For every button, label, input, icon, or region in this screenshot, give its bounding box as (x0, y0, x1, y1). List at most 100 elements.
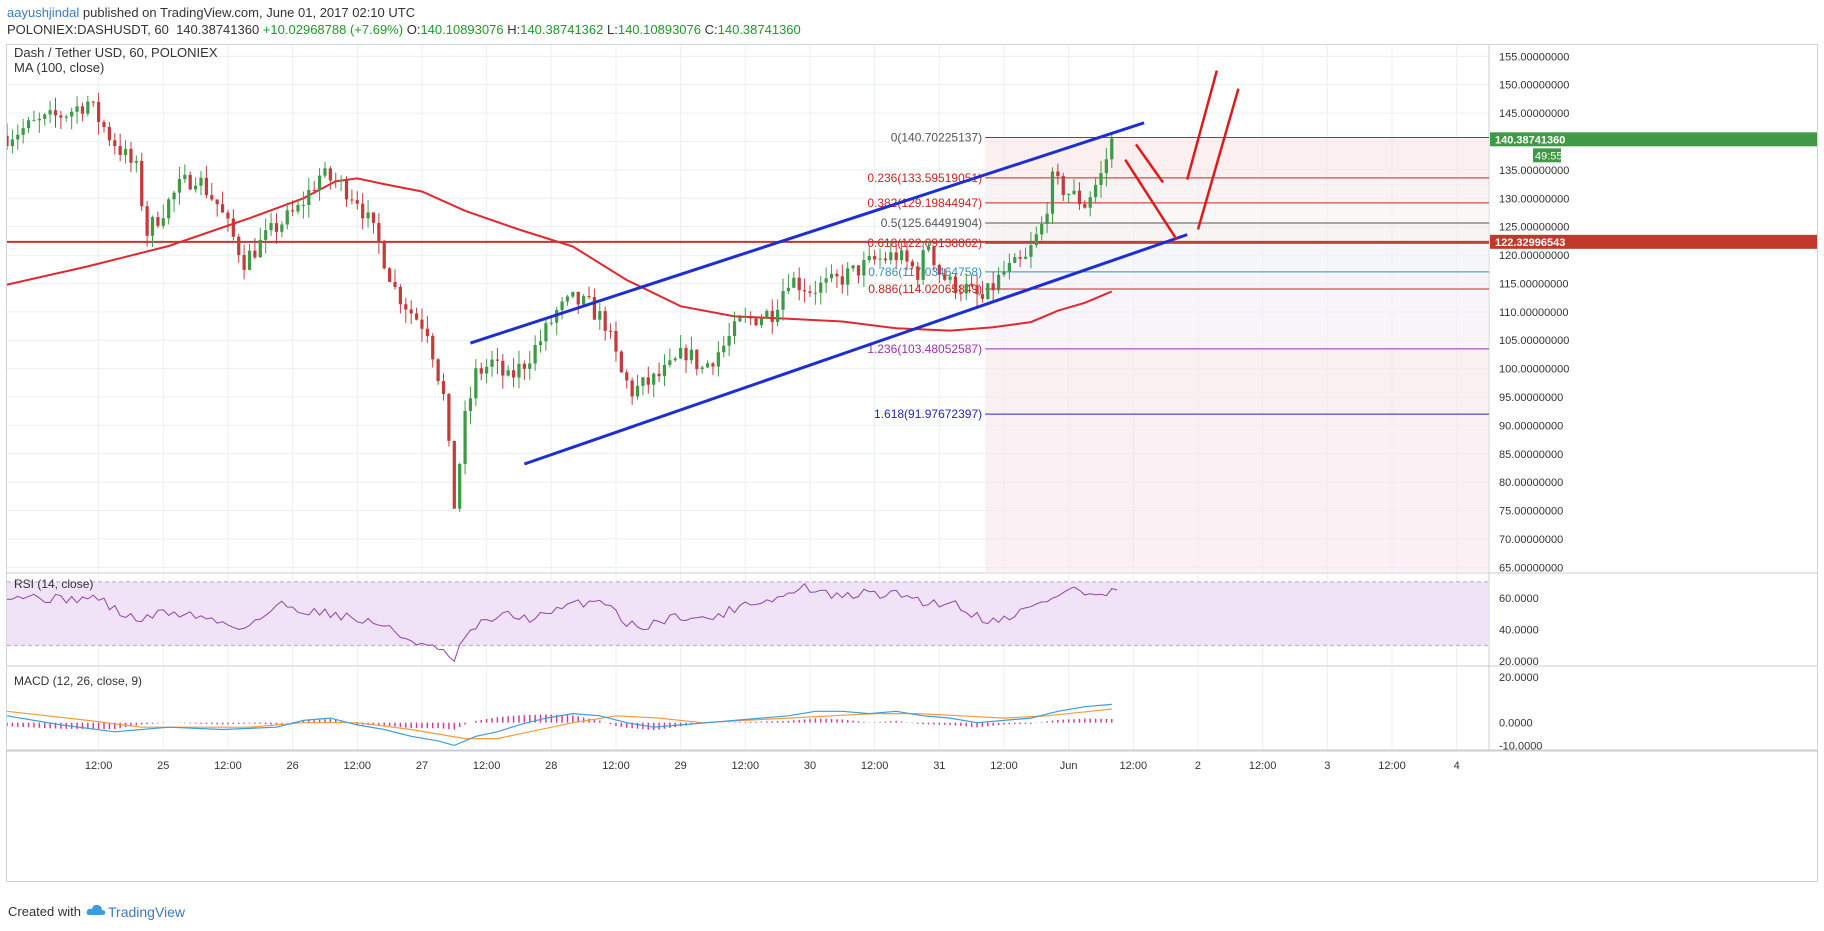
candle-body (123, 148, 128, 155)
candle-body (204, 177, 209, 196)
close-label: C: (704, 22, 718, 37)
candle-body (705, 363, 710, 368)
candle-body (188, 174, 192, 190)
candles (7, 92, 1114, 512)
author-link[interactable]: aayushjindal (7, 5, 80, 20)
candle-body (684, 348, 688, 361)
fib-level-label: 1.618(91.97672397) (874, 407, 982, 421)
candle-body (722, 345, 726, 353)
candle-body (215, 199, 219, 205)
candle-body (582, 296, 586, 305)
time-tick: 12:00 (473, 760, 501, 772)
candle-body (1018, 257, 1022, 259)
fib-zone (985, 223, 1489, 244)
candle-body (528, 363, 532, 369)
rsi-pane (7, 581, 1489, 663)
candle-body (404, 304, 408, 310)
last-price-badge-text: 140.38741360 (1495, 134, 1565, 146)
candle-body (145, 206, 149, 236)
candle-body (167, 199, 171, 219)
time-tick: 12:00 (344, 760, 372, 772)
candle-body (21, 128, 25, 135)
candle-body (463, 411, 467, 465)
candle-body (86, 101, 90, 114)
rsi-tick: 20.0000 (1499, 656, 1539, 668)
candle-body (571, 291, 575, 297)
fib-zone (985, 271, 1489, 290)
candle-body (603, 311, 607, 331)
candle-body (943, 274, 947, 280)
last-price-badge (1490, 132, 1817, 147)
macd-signal-line (7, 708, 1112, 740)
open-value: 140.10893076 (420, 22, 504, 37)
candle-body (441, 381, 446, 395)
candle-body (625, 372, 629, 381)
chart-canvas[interactable]: 0(140.70225137) 0.236(133.59519051) 0.382(… (7, 45, 1818, 882)
candle-body (802, 290, 807, 292)
candle-body (447, 394, 451, 441)
chart-frame[interactable]: 0(140.70225137) 0.236(133.59519051) 0.382(… (6, 44, 1818, 882)
time-tick: Jun (1060, 760, 1078, 772)
candle-body (194, 185, 198, 190)
candle-body (679, 348, 683, 359)
candle-body (910, 261, 914, 267)
last-price: 140.38741360 (176, 22, 260, 37)
candle-body (587, 296, 591, 298)
candle-body (538, 341, 543, 346)
macd-tick: 20.0000 (1499, 672, 1539, 684)
candle-body (776, 309, 780, 323)
candle-body (371, 212, 376, 223)
price-change: +10.02968788 (+7.69%) (262, 22, 404, 37)
price-tick: 130.00000000 (1499, 193, 1569, 205)
macd-tick: 0.0000 (1499, 718, 1533, 730)
ma-label: MA (100, close) (14, 60, 104, 75)
candle-body (926, 246, 931, 251)
candle-body (608, 330, 613, 332)
candle-body (75, 106, 79, 112)
candle-body (668, 360, 672, 365)
candle-body (388, 268, 392, 282)
fib-level-label: 0.886(114.02065849) (868, 282, 982, 296)
candle-body (118, 146, 122, 155)
candle-body (646, 377, 650, 385)
candle-body (662, 364, 667, 377)
candle-body (824, 278, 828, 283)
candle-body (452, 440, 456, 509)
candle-body (899, 250, 904, 261)
fib-level-label: 0.5(125.64491904) (881, 216, 982, 230)
chart-title: Dash / Tether USD, 60, POLONIEX (14, 45, 218, 60)
time-tick: 26 (286, 760, 298, 772)
candle-body (991, 283, 995, 291)
candle-body (409, 309, 413, 314)
candle-body (474, 368, 478, 399)
candle-body (727, 336, 731, 346)
candle-body (980, 294, 985, 299)
ma-layer (7, 177, 1113, 332)
candle-body (258, 239, 262, 258)
candle-body (80, 106, 85, 114)
price-tick: 145.00000000 (1499, 108, 1569, 120)
candle-body (996, 274, 1001, 291)
tradingview-link[interactable]: TradingView (108, 904, 186, 920)
price-tick: 125.00000000 (1499, 222, 1569, 234)
time-tick: 4 (1454, 760, 1460, 772)
candle-body (862, 260, 866, 276)
time-tick: 12:00 (990, 760, 1018, 772)
candle-body (986, 283, 990, 299)
candle-body (210, 195, 214, 200)
candle-body (1067, 193, 1071, 195)
candle-body (134, 160, 138, 163)
ohlc-line: POLONIEX:DASHUSDT, 60 140.38741360 +10.0… (7, 22, 801, 37)
candle-body (657, 373, 661, 377)
candle-body (635, 385, 640, 397)
macd-line (7, 703, 1112, 747)
candle-body (1023, 256, 1028, 259)
candle-body (436, 359, 440, 382)
candle-body (959, 293, 963, 295)
candle-body (732, 321, 737, 337)
candle-body (867, 256, 871, 261)
candle-body (565, 296, 570, 302)
low-label: L: (607, 22, 618, 37)
candle-body (355, 200, 359, 204)
candle-body (889, 252, 893, 261)
